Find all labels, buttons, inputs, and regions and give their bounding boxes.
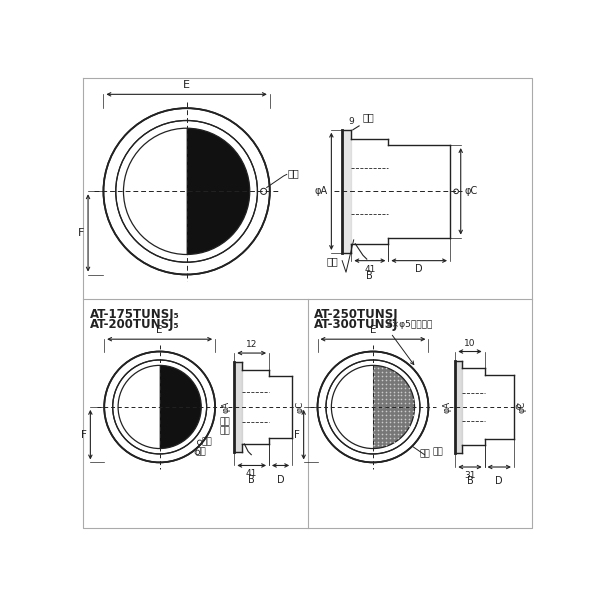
Text: 31: 31 — [464, 471, 476, 480]
Text: ネジ: ネジ — [419, 449, 430, 458]
Text: AT-200TUNSJ₅: AT-200TUNSJ₅ — [91, 319, 180, 331]
Text: ネジ: ネジ — [326, 257, 338, 266]
Text: φC: φC — [518, 401, 527, 413]
Wedge shape — [124, 128, 187, 254]
Wedge shape — [118, 365, 160, 449]
Text: D: D — [277, 475, 284, 485]
Text: B: B — [467, 476, 473, 486]
Text: 41: 41 — [246, 469, 257, 478]
Text: φC: φC — [464, 187, 478, 196]
Text: ネジ: ネジ — [201, 437, 212, 446]
Wedge shape — [160, 365, 201, 449]
Text: 12: 12 — [246, 340, 257, 349]
Text: φA: φA — [442, 401, 451, 413]
Text: AT-175TUNSJ₅: AT-175TUNSJ₅ — [91, 308, 180, 322]
Text: 41: 41 — [364, 265, 376, 274]
Text: F: F — [294, 430, 300, 440]
Text: E: E — [157, 325, 163, 335]
Text: F: F — [80, 430, 86, 440]
Text: E: E — [370, 325, 376, 335]
Text: AT-250TUNSJ: AT-250TUNSJ — [314, 308, 398, 322]
Text: ネジ: ネジ — [220, 417, 230, 426]
Text: φC: φC — [296, 401, 305, 413]
Text: 4×φ5据付用穴: 4×φ5据付用穴 — [387, 320, 433, 329]
Text: D: D — [496, 476, 503, 486]
Text: F: F — [78, 228, 84, 238]
Text: B: B — [367, 271, 373, 281]
Wedge shape — [373, 365, 415, 449]
Text: ネジ: ネジ — [287, 169, 299, 179]
Text: ネジ: ネジ — [362, 113, 374, 122]
Text: ネジ: ネジ — [432, 448, 443, 457]
Text: AT-300TUNSJ: AT-300TUNSJ — [314, 319, 398, 331]
Wedge shape — [331, 365, 373, 449]
Text: ネジ: ネジ — [196, 448, 206, 457]
Text: φA: φA — [221, 401, 230, 413]
Text: 10: 10 — [464, 338, 476, 347]
Text: φA: φA — [314, 187, 328, 196]
Text: ネジ: ネジ — [220, 426, 230, 435]
Wedge shape — [187, 128, 250, 254]
Text: D: D — [415, 265, 423, 275]
Text: E: E — [183, 80, 190, 91]
Text: 9: 9 — [349, 116, 354, 125]
Text: B: B — [248, 475, 255, 485]
